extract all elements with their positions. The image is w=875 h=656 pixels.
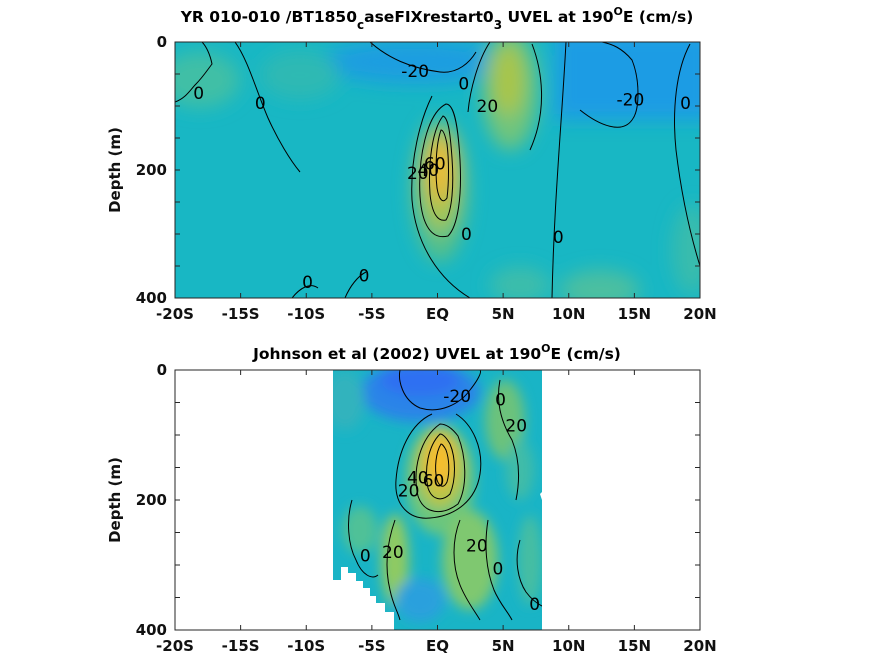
x-tick-label: -15S bbox=[222, 637, 260, 655]
contour-label: 20 bbox=[505, 416, 527, 436]
x-tick-label: 5N bbox=[492, 305, 515, 323]
x-tick-label: 10N bbox=[552, 637, 585, 655]
contour-label: 40 bbox=[417, 161, 439, 181]
top-contours bbox=[175, 42, 700, 298]
y-tick-label: 200 bbox=[136, 491, 167, 509]
x-tick-label: -20S bbox=[156, 305, 194, 323]
y-tick-label: 400 bbox=[136, 289, 167, 307]
contour-label: 60 bbox=[423, 472, 445, 492]
contour-label: 0 bbox=[492, 559, 503, 579]
y-tick-label: 0 bbox=[157, 361, 167, 379]
x-tick-label: 20N bbox=[683, 305, 716, 323]
contour-label: 60 bbox=[424, 155, 446, 175]
x-tick-label: -20S bbox=[156, 637, 194, 655]
x-tick-label: EQ bbox=[426, 637, 449, 655]
contour-label: 0 bbox=[359, 267, 370, 287]
x-tick-label: -5S bbox=[358, 637, 385, 655]
contour-label: 40 bbox=[407, 468, 429, 488]
bottom-contours bbox=[348, 370, 542, 621]
x-tick-label: 5N bbox=[492, 637, 515, 655]
bottom-ylabel: Depth (m) bbox=[106, 457, 124, 543]
x-tick-label: -10S bbox=[287, 637, 325, 655]
contour-label: 0 bbox=[193, 84, 204, 104]
y-tick-label: 200 bbox=[136, 161, 167, 179]
contour-label: 0 bbox=[680, 94, 691, 114]
panel-top: YR 010-010 /BT1850caseFIXrestart03 UVEL … bbox=[106, 5, 717, 323]
contour-label: 0 bbox=[302, 273, 313, 293]
x-tick-label: 10N bbox=[552, 305, 585, 323]
contour-label: 20 bbox=[382, 543, 404, 563]
contour-label: 20 bbox=[466, 537, 488, 557]
contour-label: 0 bbox=[255, 94, 266, 114]
contour-label: 0 bbox=[495, 390, 506, 410]
x-tick-label: -10S bbox=[287, 305, 325, 323]
x-tick-label: 15N bbox=[618, 637, 651, 655]
x-tick-label: 20N bbox=[683, 637, 716, 655]
contour-label: 0 bbox=[553, 228, 564, 248]
x-tick-label: -5S bbox=[358, 305, 385, 323]
x-tick-label: 15N bbox=[618, 305, 651, 323]
top-heatmap bbox=[175, 42, 700, 298]
contour-label: -20 bbox=[401, 62, 429, 82]
panel-bottom-title: Johnson et al (2002) UVEL at 190OE (cm/s… bbox=[252, 342, 621, 363]
x-tick-label: EQ bbox=[426, 305, 449, 323]
contour-label: 20 bbox=[398, 481, 420, 501]
top-ylabel: Depth (m) bbox=[106, 127, 124, 213]
contour-label: -20 bbox=[443, 387, 471, 407]
y-tick-label: 400 bbox=[136, 621, 167, 639]
bottom-heatmap bbox=[333, 370, 542, 630]
contour-label: 20 bbox=[407, 164, 429, 184]
contour-label: 0 bbox=[461, 225, 472, 245]
panel-top-title: YR 010-010 /BT1850caseFIXrestart03 UVEL … bbox=[180, 5, 694, 32]
y-tick-label: 0 bbox=[157, 33, 167, 51]
contour-label: -20 bbox=[617, 91, 645, 111]
x-tick-label: -15S bbox=[222, 305, 260, 323]
contour-label: 0 bbox=[458, 75, 469, 95]
panel-bottom: Johnson et al (2002) UVEL at 190OE (cm/s… bbox=[106, 342, 717, 655]
contour-label: 0 bbox=[529, 595, 540, 615]
contour-label: 0 bbox=[360, 546, 371, 566]
contour-label: 20 bbox=[477, 97, 499, 117]
